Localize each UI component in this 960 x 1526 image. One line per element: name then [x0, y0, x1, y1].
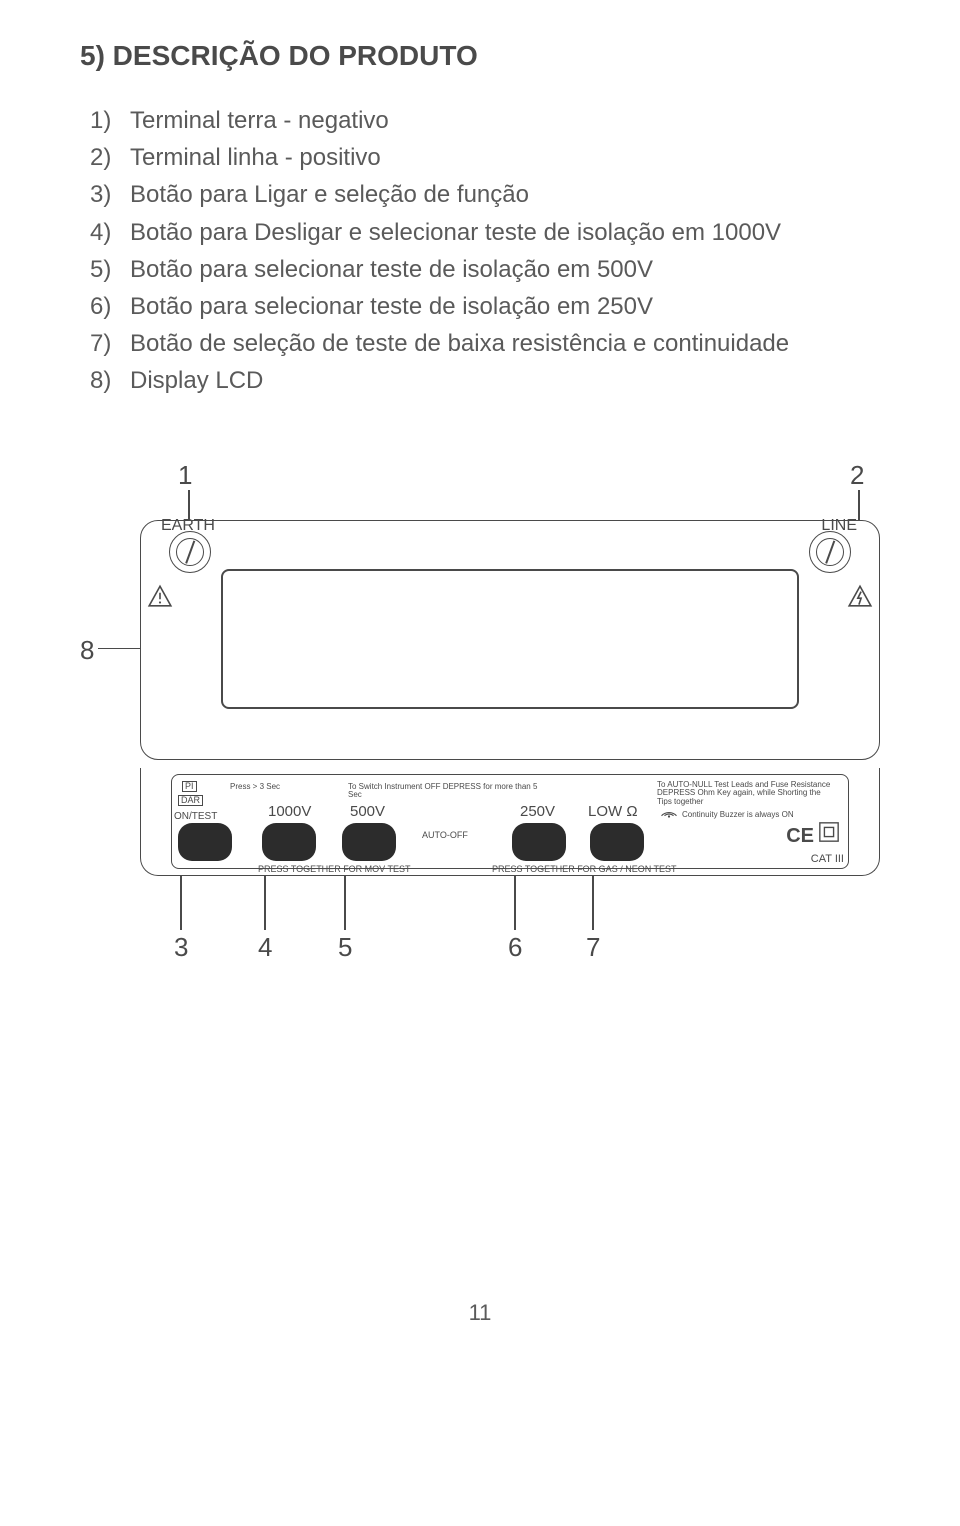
autooff-label: AUTO-OFF: [422, 831, 468, 841]
warning-icon: [147, 583, 173, 609]
callout-7: 7: [586, 932, 600, 963]
item-num: 5): [90, 251, 130, 288]
line-terminal: [809, 531, 851, 573]
lowohm-label: LOW Ω: [588, 803, 638, 820]
device-face: EARTH LINE: [140, 520, 880, 760]
item-num: 1): [90, 102, 130, 139]
item-text: Botão para Ligar e seleção de função: [130, 181, 529, 208]
item-num: 4): [90, 214, 130, 251]
callout-line: [180, 876, 182, 930]
callout-5: 5: [338, 932, 352, 963]
item-num: 2): [90, 139, 130, 176]
cat-label: CAT III: [811, 853, 844, 865]
line-label-text: LINE: [821, 517, 857, 535]
callout-line: [592, 876, 594, 930]
callout-line: [344, 876, 346, 930]
item-num: 6): [90, 288, 130, 325]
callout-3: 3: [174, 932, 188, 963]
callout-line: [514, 876, 516, 930]
list-item: 5)Botão para selecionar teste de isolaçã…: [90, 251, 880, 288]
item-text: Botão para Desligar e selecionar teste d…: [130, 219, 781, 246]
pi-label: PI: [182, 781, 197, 793]
list-item: 4)Botão para Desligar e selecionar teste…: [90, 214, 880, 251]
buzzer-label: Continuity Buzzer is always ON: [682, 811, 794, 820]
callout-6: 6: [508, 932, 522, 963]
section-title: 5) DESCRIÇÃO DO PRODUTO: [80, 40, 880, 72]
item-text: Display LCD: [130, 367, 263, 394]
press3-label: Press > 3 Sec: [230, 783, 280, 792]
list-item: 3)Botão para Ligar e seleção de função: [90, 176, 880, 213]
item-num: 7): [90, 325, 130, 362]
double-insulation-icon: [818, 821, 840, 843]
earth-label-text: EARTH: [161, 517, 215, 535]
buzzer-icon: [660, 805, 678, 819]
list-item: 6)Botão para selecionar teste de isolaçã…: [90, 288, 880, 325]
autonull-label: To AUTO-NULL Test Leads and Fuse Resista…: [657, 781, 837, 807]
gas-label: PRESS TOGETHER FOR GAS / NEON TEST: [492, 865, 677, 875]
panel-inner-box: PI DAR ON/TEST Press > 3 Sec 1000V 500V …: [171, 774, 849, 869]
v500-label: 500V: [350, 803, 385, 820]
page-number: 11: [80, 1300, 880, 1326]
callout-4: 4: [258, 932, 272, 963]
item-text: Terminal linha - positivo: [130, 144, 381, 171]
v1000-label: 1000V: [268, 803, 311, 820]
dar-label: DAR: [178, 795, 203, 807]
item-text: Botão de seleção de teste de baixa resis…: [130, 330, 789, 357]
list-item: 1)Terminal terra - negativo: [90, 102, 880, 139]
v250-label: 250V: [520, 803, 555, 820]
1000v-button[interactable]: [262, 823, 316, 861]
shock-icon: [847, 583, 873, 609]
list-item: 8)Display LCD: [90, 362, 880, 399]
lcd-display: [221, 569, 799, 709]
callout-2: 2: [850, 460, 864, 491]
callout-line: [264, 876, 266, 930]
item-text: Botão para selecionar teste de isolação …: [130, 256, 653, 283]
item-num: 8): [90, 362, 130, 399]
list-item: 2)Terminal linha - positivo: [90, 139, 880, 176]
250v-button[interactable]: [512, 823, 566, 861]
lowohm-button[interactable]: [590, 823, 644, 861]
earth-terminal: [169, 531, 211, 573]
item-text: Botão para selecionar teste de isolação …: [130, 293, 653, 320]
device-diagram: 1 2 8 EARTH LINE: [80, 460, 880, 980]
description-list: 1)Terminal terra - negativo 2)Terminal l…: [90, 102, 880, 400]
callout-8: 8: [80, 635, 94, 666]
ce-mark: CE: [786, 825, 814, 848]
button-panel: PI DAR ON/TEST Press > 3 Sec 1000V 500V …: [140, 768, 880, 876]
500v-button[interactable]: [342, 823, 396, 861]
item-num: 3): [90, 176, 130, 213]
list-item: 7)Botão de seleção de teste de baixa res…: [90, 325, 880, 362]
mov-label: PRESS TOGETHER FOR MOV TEST: [258, 865, 411, 875]
item-text: Terminal terra - negativo: [130, 107, 389, 134]
device-body: EARTH LINE PI DAR ON/TEST Press: [140, 520, 880, 880]
ontest-label: ON/TEST: [174, 811, 217, 822]
switchoff-label: To Switch Instrument OFF DEPRESS for mor…: [348, 783, 548, 801]
on-test-button[interactable]: [178, 823, 232, 861]
callout-1: 1: [178, 460, 192, 491]
